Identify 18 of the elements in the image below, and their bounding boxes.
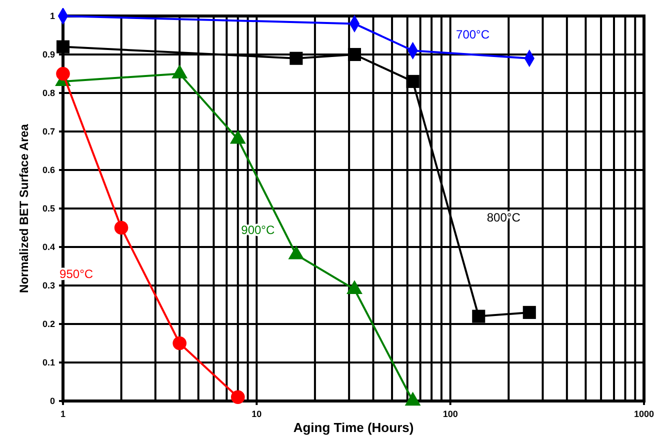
x-axis-title: Aging Time (Hours) [293,420,414,435]
series-label: 700°C [456,28,490,42]
y-tick-label: 0 [50,396,55,406]
y-tick-label: 0.5 [42,204,55,214]
x-tick-label: 100 [442,409,458,419]
x-tick-label: 1 [60,409,66,419]
x-tick-label: 10 [252,409,262,419]
y-tick-label: 1 [50,11,55,22]
y-axis-title: Normalized BET Surface Area [17,124,31,293]
y-tick-label: 0.8 [42,88,55,98]
y-tick-label: 0.2 [42,319,55,330]
y-tick-label: 0.9 [42,50,55,60]
y-tick-label: 0.4 [42,242,55,252]
y-tick-label: 0.1 [42,358,55,368]
x-tick-label: 1000 [634,409,654,419]
y-tick-label: 0.7 [42,126,55,137]
y-tick-label: 0.3 [42,280,55,291]
y-tick-label: 0.6 [42,165,55,176]
